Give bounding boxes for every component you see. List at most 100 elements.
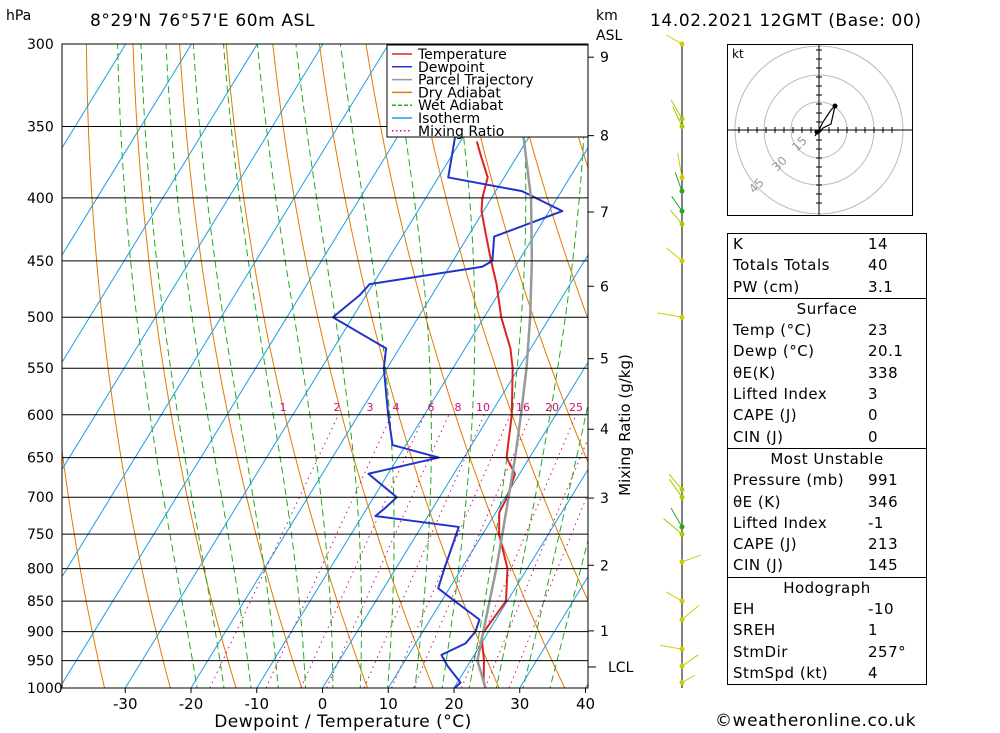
wind-barb — [674, 172, 683, 192]
hodograph-trace — [814, 104, 837, 137]
wet-adiabat-line — [495, 44, 587, 688]
mixing-ratio-line — [326, 414, 450, 688]
mixing-ratio-label: 4 — [393, 401, 400, 414]
wet-adiabat-line — [295, 44, 363, 688]
pressure-tick-label: 350 — [27, 119, 54, 135]
wind-barb — [657, 312, 683, 318]
wind-barb — [668, 478, 683, 498]
wet-adiabat-line — [192, 44, 279, 688]
dry-adiabat-line — [458, 44, 588, 464]
location-title: 8°29'N 76°57'E 60m ASL — [90, 11, 315, 31]
isotherm-line — [387, 361, 588, 688]
hodograph-end-dot — [832, 103, 838, 109]
temperature-tick-label: 0 — [318, 695, 328, 713]
surface-cape-label: CAPE (J) — [733, 406, 798, 425]
wind-barb — [663, 518, 683, 535]
mixing-ratio-line — [461, 414, 577, 688]
temperature-tick-label: -30 — [113, 695, 138, 713]
wind-barb — [668, 473, 683, 490]
wind-barb — [677, 152, 683, 178]
isotherm-line — [62, 44, 390, 578]
height-tick-label: 5 — [600, 352, 609, 368]
mixing-ratio-label: 6 — [428, 401, 435, 414]
mixing-ratio-label: 20 — [545, 401, 559, 414]
wind-barb — [660, 644, 683, 650]
plot-area — [62, 7, 1000, 714]
wind-barb — [670, 99, 683, 120]
isotherm-line — [190, 44, 587, 688]
mixing-ratio-label: 2 — [334, 401, 341, 414]
height-tick-label: 7 — [600, 205, 609, 221]
mu-thetae-value: 346 — [868, 492, 899, 511]
pressure-tick-label: 700 — [27, 490, 54, 506]
stability-section: K 14 Totals Totals 40 PW (cm) 3.1 — [727, 233, 927, 299]
totals-label: Totals Totals — [733, 256, 830, 275]
isotherm-line — [62, 44, 455, 685]
dry-adiabat-line — [954, 7, 1000, 714]
wind-barb — [681, 554, 701, 563]
dry-adiabat-line — [62, 446, 106, 688]
height-tick-label: 2 — [600, 558, 609, 574]
temperature-tick-label: -10 — [245, 695, 270, 713]
hodograph-section: Hodograph EH -10 SREH 1 StmDir 257° StmSpd … — [727, 577, 927, 686]
legend-entry-label: Isotherm — [418, 111, 480, 127]
pressure-tick-label: 500 — [27, 310, 54, 326]
most-unstable-title: Most Unstable — [770, 449, 884, 468]
wind-barb-dot — [679, 123, 685, 129]
wet-adiabat-line — [549, 538, 588, 688]
credit-text[interactable]: ©weatheronline.co.uk — [715, 711, 917, 731]
wind-barb — [672, 106, 683, 127]
legend-entry-label: Dewpoint — [418, 60, 485, 76]
surface-dewp-label: Dewp (°C) — [733, 342, 815, 361]
wet-adiabat-line — [223, 44, 307, 688]
mixing-ratio-line — [363, 414, 485, 688]
wet-adiabat-line — [339, 44, 395, 688]
pressure-tick-label: 450 — [27, 254, 54, 270]
stmdir-label: StmDir — [733, 642, 788, 661]
pw-label: PW (cm) — [733, 277, 800, 296]
isotherm-line — [256, 146, 588, 688]
wet-adiabat-line — [468, 44, 527, 688]
isotherm-line — [453, 468, 588, 688]
height-tick-label: 4 — [600, 422, 609, 438]
mu-thetae-label: θE (K) — [733, 492, 781, 511]
surface-thetae-label: θE(K) — [733, 363, 776, 382]
wind-barb — [666, 591, 683, 602]
temperature-tick-label: 10 — [379, 695, 398, 713]
surface-temp-label: Temp (°C) — [733, 321, 812, 340]
dry-adiabat-line — [85, 44, 171, 688]
dry-adiabat-line — [412, 44, 588, 602]
temperature-tick-label: -20 — [179, 695, 204, 713]
pressure-tick-label: 850 — [27, 594, 54, 610]
sreh-label: SREH — [733, 621, 776, 640]
surface-dewp-value: 20.1 — [868, 342, 904, 361]
surface-cin-value: 0 — [868, 427, 879, 446]
height-tick-label: 9 — [600, 50, 609, 66]
wet-adiabat-line — [391, 44, 432, 688]
pressure-tick-label: 800 — [27, 562, 54, 578]
dry-adiabat-line — [225, 44, 369, 688]
isotherm-line — [62, 44, 258, 364]
surface-temp-value: 23 — [868, 321, 889, 340]
dry-adiabat-line — [272, 44, 434, 688]
isotherm-line — [62, 44, 192, 257]
pressure-tick-label: 550 — [27, 361, 54, 377]
wind-barb — [670, 209, 683, 225]
pressure-tick-label: 750 — [27, 527, 54, 543]
temperature-tick-label: 40 — [576, 695, 595, 713]
isotherm-line — [322, 254, 588, 688]
mixing-ratio-line — [265, 414, 393, 688]
wind-barb — [666, 34, 683, 45]
pressure-tick-label: 650 — [27, 451, 54, 467]
surface-title: Surface — [796, 299, 858, 318]
isotherm-line — [124, 44, 521, 688]
indices-table: K 14 Totals Totals 40 PW (cm) 3.1 Surface T… — [727, 233, 927, 686]
height-tick-label: 8 — [600, 129, 609, 145]
mu-pressure-value: 991 — [868, 471, 899, 490]
height-tick-label: 1 — [600, 624, 609, 640]
legend-entry-label: Mixing Ratio — [418, 124, 504, 140]
temperature-tick-label: 20 — [444, 695, 463, 713]
mixing-ratio-label: 25 — [569, 401, 583, 414]
